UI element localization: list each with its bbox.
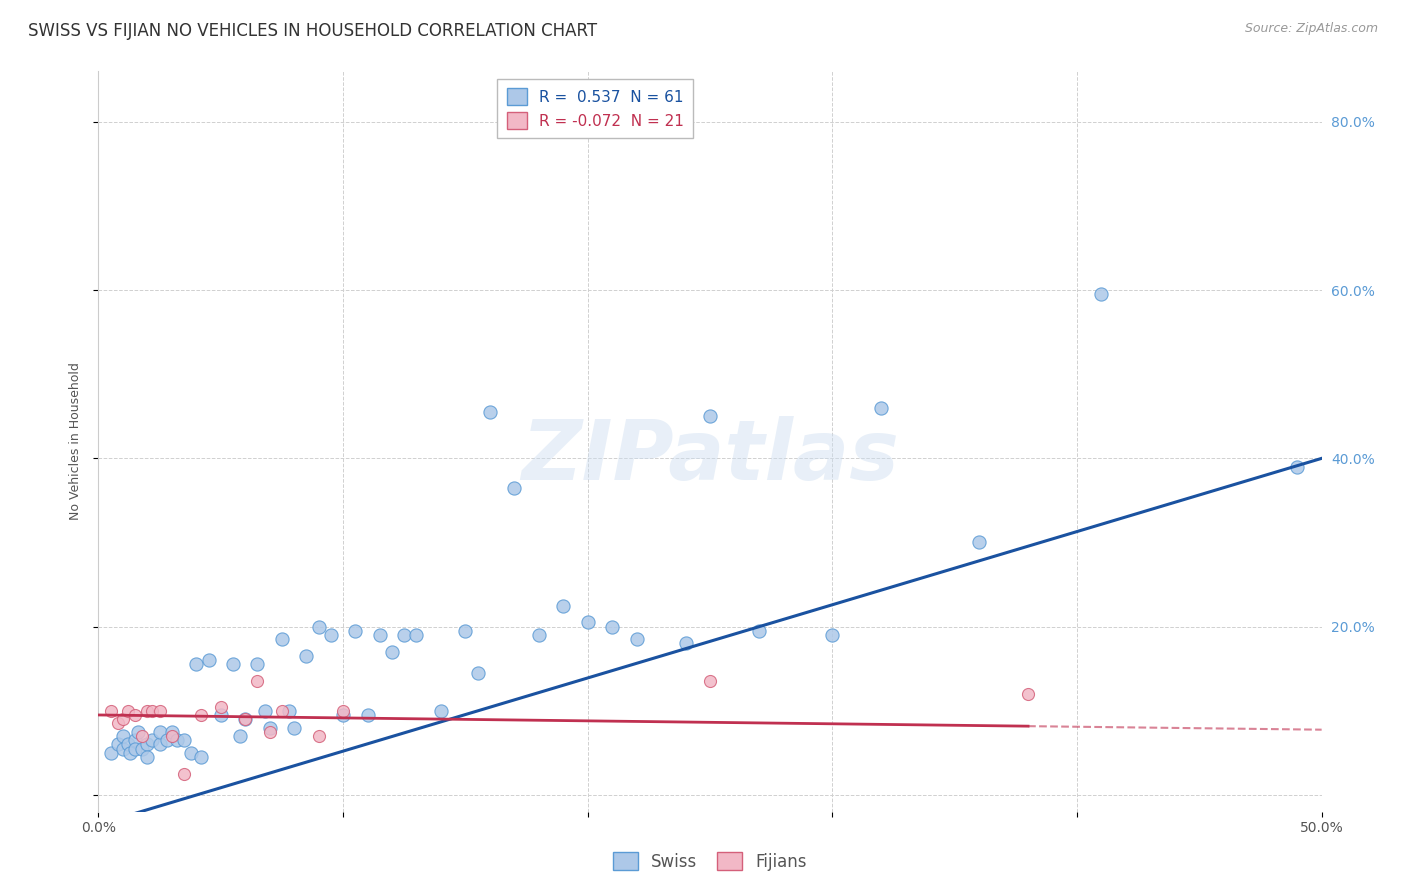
Y-axis label: No Vehicles in Household: No Vehicles in Household: [69, 363, 82, 520]
Point: [699, 674, 721, 689]
Point: [259, 724, 281, 739]
Point: [319, 628, 342, 642]
Point: [160, 729, 183, 743]
Point: [111, 741, 134, 756]
Point: [107, 716, 129, 731]
Point: [454, 624, 477, 638]
Point: [107, 738, 129, 752]
Point: [131, 741, 153, 756]
Point: [100, 746, 122, 760]
Point: [149, 704, 172, 718]
Point: [127, 724, 149, 739]
Point: [190, 750, 212, 764]
Point: [1286, 459, 1309, 474]
Point: [1090, 287, 1112, 301]
Point: [117, 704, 139, 718]
Point: [392, 628, 416, 642]
Point: [111, 729, 134, 743]
Point: [870, 401, 893, 415]
Point: [209, 699, 232, 714]
Legend: Swiss, Fijians: Swiss, Fijians: [606, 846, 814, 878]
Point: [278, 704, 301, 718]
Point: [222, 657, 245, 672]
Point: [332, 708, 354, 723]
Point: [967, 535, 990, 549]
Point: [190, 708, 212, 723]
Point: [186, 657, 208, 672]
Point: [308, 729, 330, 743]
Point: [233, 712, 256, 726]
Point: [356, 708, 378, 723]
Point: [100, 704, 122, 718]
Point: [180, 746, 202, 760]
Point: [478, 405, 501, 419]
Point: [270, 632, 294, 647]
Point: [160, 724, 183, 739]
Point: [1017, 687, 1039, 701]
Point: [626, 632, 648, 647]
Point: [156, 733, 179, 747]
Point: [283, 721, 305, 735]
Point: [246, 674, 269, 689]
Point: [405, 628, 427, 642]
Point: [381, 645, 404, 659]
Point: [527, 628, 550, 642]
Point: [576, 615, 599, 630]
Point: [430, 704, 453, 718]
Point: [120, 746, 142, 760]
Point: [270, 704, 294, 718]
Point: [117, 738, 139, 752]
Point: [699, 409, 721, 424]
Point: [209, 708, 232, 723]
Point: [141, 704, 163, 718]
Point: [332, 704, 354, 718]
Point: [197, 653, 219, 667]
Point: [253, 704, 276, 718]
Text: ZIPatlas: ZIPatlas: [522, 416, 898, 497]
Point: [308, 619, 330, 633]
Point: [503, 481, 526, 495]
Point: [111, 712, 134, 726]
Point: [675, 636, 697, 650]
Point: [136, 704, 159, 718]
Point: [553, 599, 575, 613]
Point: [124, 741, 146, 756]
Point: [344, 624, 367, 638]
Point: [233, 712, 256, 726]
Point: [246, 657, 269, 672]
Point: [173, 733, 195, 747]
Text: Source: ZipAtlas.com: Source: ZipAtlas.com: [1244, 22, 1378, 36]
Point: [467, 665, 489, 680]
Point: [124, 733, 146, 747]
Point: [259, 721, 281, 735]
Point: [136, 738, 159, 752]
Point: [368, 628, 391, 642]
Point: [600, 619, 623, 633]
Point: [124, 708, 146, 723]
Point: [821, 628, 844, 642]
Point: [748, 624, 770, 638]
Point: [229, 729, 252, 743]
Point: [149, 738, 172, 752]
Point: [173, 767, 195, 781]
Text: SWISS VS FIJIAN NO VEHICLES IN HOUSEHOLD CORRELATION CHART: SWISS VS FIJIAN NO VEHICLES IN HOUSEHOLD…: [28, 22, 598, 40]
Point: [136, 750, 159, 764]
Point: [131, 729, 153, 743]
Point: [166, 733, 188, 747]
Point: [141, 733, 163, 747]
Point: [295, 649, 318, 664]
Point: [149, 724, 172, 739]
